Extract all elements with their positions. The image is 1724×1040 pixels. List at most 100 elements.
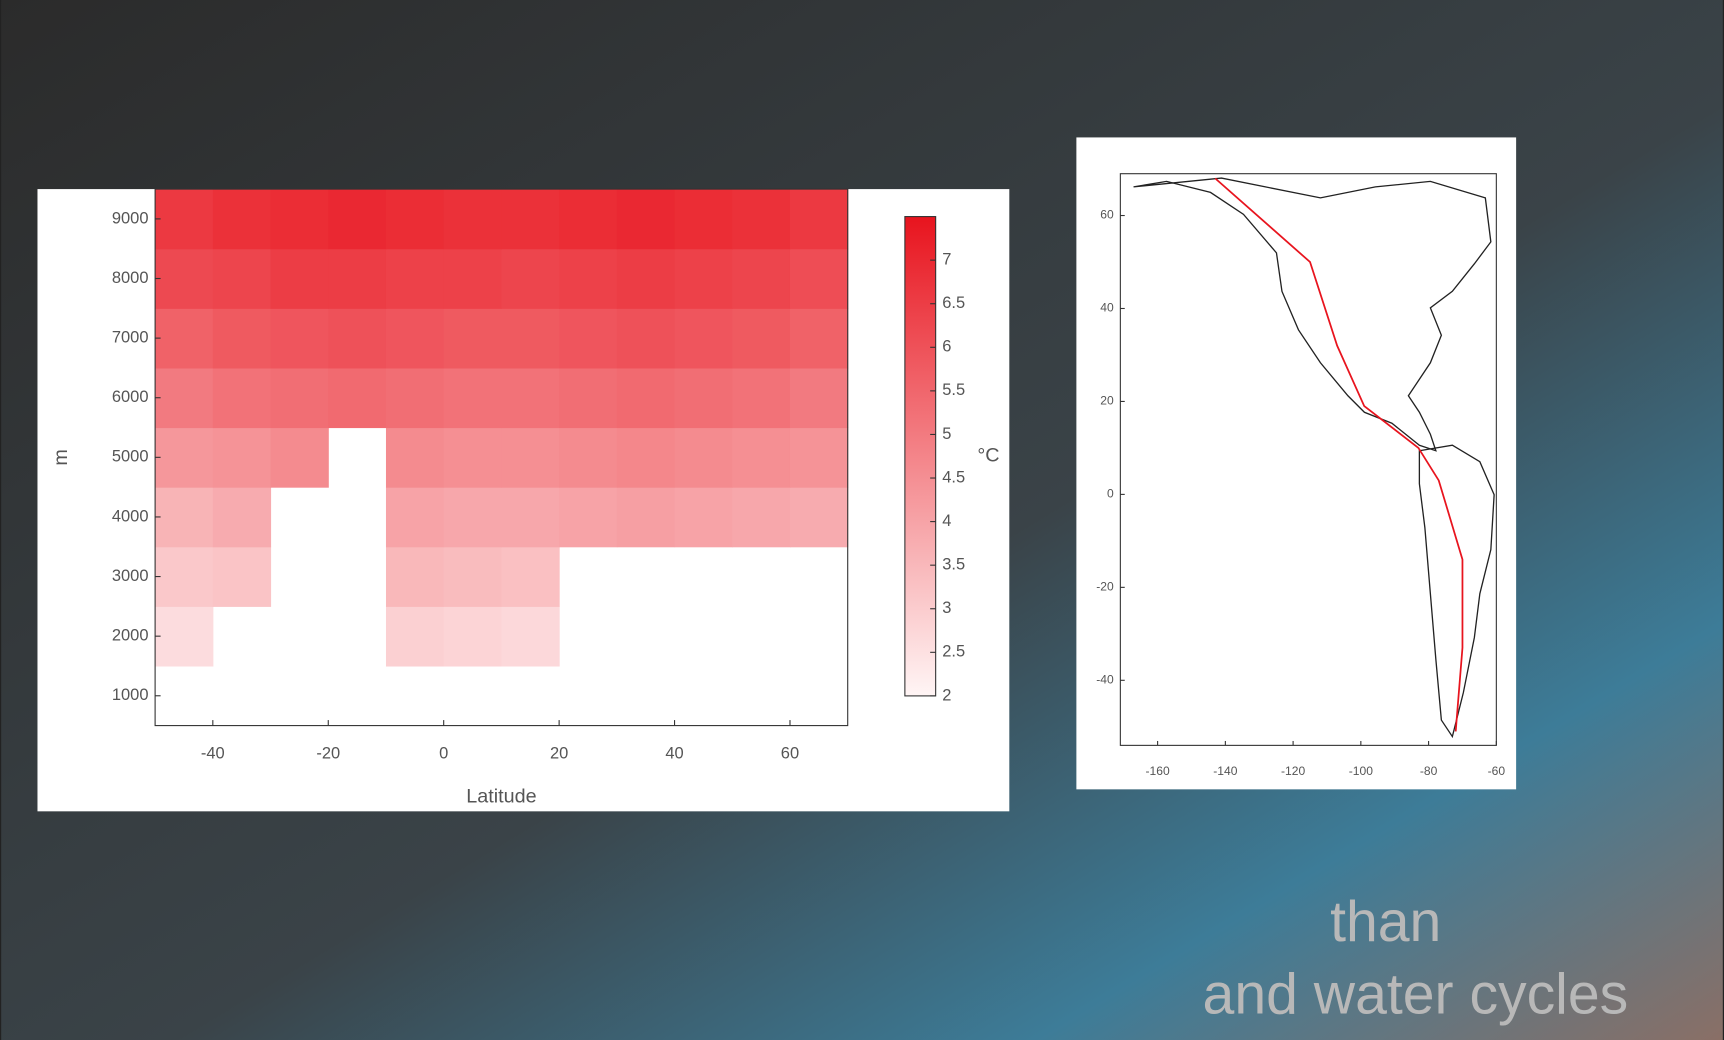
heat-cell (212, 189, 272, 250)
heat-cell (155, 189, 214, 250)
heat-cell (443, 189, 502, 250)
colorbar-tick-label: 4.5 (942, 468, 965, 486)
y-axis-label: m (50, 449, 72, 465)
heat-cell (789, 427, 849, 488)
heat-cell (212, 546, 272, 607)
heat-cell (732, 427, 791, 488)
heat-cell (789, 189, 849, 250)
heat-cell (674, 248, 733, 309)
heat-cell (385, 427, 445, 488)
heat-cell (674, 487, 733, 548)
heat-cell (443, 606, 502, 667)
heat-cell (155, 367, 214, 429)
y-tick-label: 0 (1107, 487, 1114, 501)
heat-cell (559, 248, 618, 309)
map-frame (1119, 173, 1497, 746)
heat-cell (616, 248, 676, 309)
y-tick-label: 3000 (112, 567, 149, 585)
heat-cell (155, 248, 214, 309)
heat-cell (328, 189, 387, 250)
y-tick-label: 9000 (112, 209, 149, 227)
heat-cell (155, 546, 214, 607)
heat-cell (789, 248, 849, 309)
y-tick-label: -20 (1096, 580, 1114, 594)
y-tick-label: 5000 (112, 448, 149, 466)
heat-cell (789, 367, 849, 429)
heat-cell (155, 606, 214, 667)
heat-cell (212, 487, 272, 548)
y-tick-label: 1000 (112, 686, 149, 704)
heat-cell (616, 367, 676, 429)
heat-cell (501, 248, 560, 309)
heat-cell (385, 367, 445, 429)
heat-cell (674, 367, 733, 429)
y-tick-label: 8000 (112, 269, 149, 287)
heat-cell (732, 487, 791, 548)
colorbar-tick-label: 7 (942, 251, 951, 269)
heat-cell (501, 546, 560, 607)
heat-cell (443, 487, 502, 548)
heat-cell (501, 606, 560, 667)
x-tick-label: -40 (201, 745, 225, 763)
colorbar-tick-label: 2 (942, 686, 951, 704)
heat-cell (155, 308, 214, 369)
colorbar-tick-label: 3 (942, 599, 951, 617)
colorbar-tick-label: 6 (942, 338, 951, 356)
slide-text: than (1330, 890, 1441, 954)
heat-cell (616, 487, 676, 548)
heat-cell (443, 427, 502, 488)
heat-cell (789, 308, 849, 369)
heat-cell (732, 308, 791, 369)
x-tick-label: 60 (781, 745, 799, 763)
heat-cell (270, 308, 329, 369)
heat-cell (328, 367, 387, 429)
heat-cell (559, 308, 618, 369)
x-tick-label: 0 (439, 745, 448, 763)
track-line (1214, 177, 1464, 732)
y-tick-label: 20 (1100, 394, 1114, 408)
x-tick-label: -80 (1420, 764, 1438, 778)
heat-cell (616, 308, 676, 369)
slide-text: and water cycles (1203, 962, 1629, 1026)
heat-cell (789, 487, 849, 548)
heat-cell (155, 427, 214, 488)
heat-cell (501, 427, 560, 488)
heat-cell (385, 546, 445, 607)
heat-cell (501, 189, 560, 250)
y-tick-label: 40 (1100, 301, 1114, 315)
heat-cell (501, 308, 560, 369)
y-tick-label: 6000 (112, 388, 149, 406)
y-tick-label: 2000 (112, 627, 149, 645)
x-tick-label: 20 (550, 745, 568, 763)
heat-cell (443, 248, 502, 309)
heat-cell (385, 308, 445, 369)
x-tick-label: 40 (665, 745, 683, 763)
heat-cell (732, 189, 791, 250)
x-tick-label: -20 (316, 745, 340, 763)
y-tick-label: 7000 (112, 328, 149, 346)
heat-cell (559, 487, 618, 548)
x-axis-label: Latitude (466, 785, 536, 807)
heat-cell (212, 367, 272, 429)
heat-cell (270, 248, 329, 309)
colorbar (904, 216, 937, 697)
heat-cell (212, 248, 272, 309)
colorbar-tick-label: 5.5 (942, 381, 965, 399)
y-tick-label: 4000 (112, 507, 149, 525)
heat-cell (328, 248, 387, 309)
x-tick-label: -120 (1281, 764, 1305, 778)
y-tick-label: -40 (1096, 672, 1114, 686)
heat-cell (385, 248, 445, 309)
x-tick-label: -60 (1488, 764, 1506, 778)
heat-cell (212, 308, 272, 369)
heat-cell (674, 189, 733, 250)
coastline (1133, 177, 1495, 739)
heat-cell (559, 367, 618, 429)
heat-cell (732, 367, 791, 429)
heat-cell (270, 367, 329, 429)
y-tick-label: 60 (1100, 208, 1114, 222)
heat-cell (559, 427, 618, 488)
heat-cell (559, 189, 618, 250)
heat-cell (212, 427, 272, 488)
